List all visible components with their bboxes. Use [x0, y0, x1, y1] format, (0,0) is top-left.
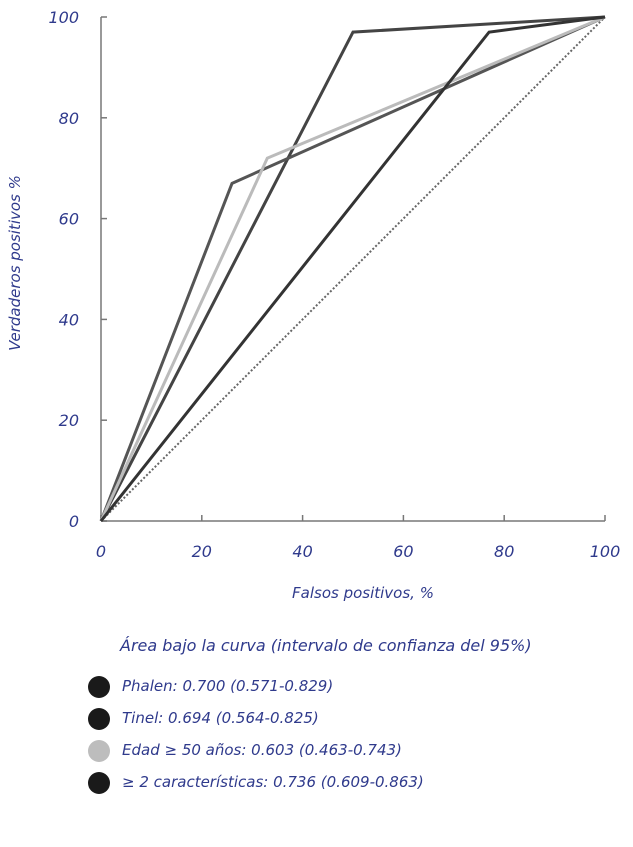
legend-marker-icon — [88, 676, 110, 698]
reference-diagonal-line — [100, 16, 606, 522]
legend-label: Tinel: 0.694 (0.564-0.825) — [122, 709, 319, 727]
roc-series-line — [99, 15, 606, 522]
y-tick-label: 40 — [59, 310, 79, 329]
x-tick-label: 60 — [393, 542, 413, 561]
legend-title: Área bajo la curva (intervalo de confian… — [120, 636, 532, 655]
y-tick-label: 60 — [59, 210, 79, 229]
x-tick-label: 40 — [292, 542, 312, 561]
legend-marker-icon — [88, 772, 110, 794]
x-tick-label: 20 — [192, 542, 212, 561]
axes — [100, 17, 605, 522]
x-tick-label: 0 — [96, 542, 106, 561]
x-tick-label: 80 — [494, 542, 514, 561]
ticks: 0 20 40 60 80 100 0 20 40 60 80 100 — [48, 8, 620, 561]
roc-series-line — [99, 15, 606, 522]
legend-label: Phalen: 0.700 (0.571-0.829) — [122, 677, 334, 695]
x-tick-label: 100 — [590, 542, 621, 561]
legend-label: Edad ≥ 50 años: 0.603 (0.463-0.743) — [122, 741, 402, 759]
y-tick-label: 100 — [48, 8, 79, 27]
legend-marker-icon — [88, 708, 110, 730]
roc-series-line — [99, 15, 606, 522]
x-axis-label: Falsos positivos, % — [292, 584, 434, 602]
series-lines — [99, 15, 606, 522]
legend-label: ≥ 2 características: 0.736 (0.609-0.863) — [122, 773, 424, 791]
roc-chart: 0 20 40 60 80 100 0 20 40 60 80 100 Falsos positivo… — [6, 8, 620, 602]
y-axis-label: Verdaderos positivos % — [6, 175, 24, 351]
y-tick-label: 20 — [59, 411, 79, 430]
roc-series-line — [99, 15, 606, 522]
legend-marker-icon — [88, 740, 110, 762]
y-tick-label: 80 — [59, 109, 79, 128]
y-tick-label: 0 — [69, 512, 79, 531]
